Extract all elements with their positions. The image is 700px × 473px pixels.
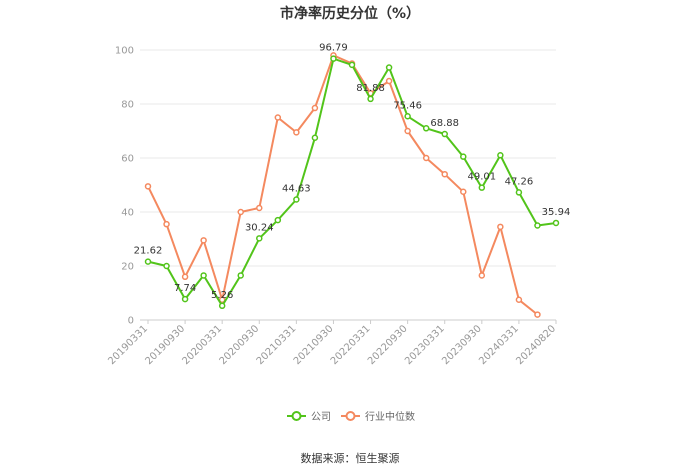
data-point (200, 237, 207, 244)
x-axis: 2019033120190930202003312020093020210331… (106, 320, 558, 367)
y-axis: 0 20 40 60 80 100 (115, 46, 134, 327)
data-point (293, 129, 300, 136)
chart-title: 市净率历史分位（%） (280, 5, 420, 22)
data-point (515, 296, 523, 303)
data-point (404, 113, 411, 120)
data-point (181, 273, 189, 281)
data-point (441, 130, 448, 138)
data-point (163, 220, 170, 228)
data-point (460, 153, 467, 160)
data-point (237, 208, 244, 216)
data-point (144, 183, 152, 190)
data-point (385, 77, 393, 85)
data-label: 96.79 (319, 43, 348, 54)
legend-item-industry[interactable]: 行业中位数 (341, 410, 415, 423)
legend-company-label: 公司 (311, 412, 331, 423)
data-labels: 21.62 7.74 5.26 30.24 44.63 96.79 81.88 75.46 68… (134, 43, 571, 301)
data-point (552, 219, 560, 227)
x-tick-label: 20240820 (514, 323, 558, 367)
data-point (311, 104, 319, 112)
data-point (274, 216, 282, 224)
series-lines (144, 52, 560, 318)
data-label: 81.88 (356, 83, 385, 94)
y-tick-label: 20 (121, 262, 134, 273)
data-point (256, 235, 263, 242)
data-point (478, 272, 486, 279)
data-point (534, 222, 541, 229)
data-point (441, 170, 448, 178)
legend: 公司 行业中位数 (287, 410, 415, 423)
data-source: 数据来源：恒生聚源 (301, 451, 400, 465)
data-label: 35.94 (542, 207, 571, 218)
data-label: 7.74 (174, 283, 196, 294)
y-tick-label: 100 (115, 46, 134, 57)
y-tick-label: 80 (121, 100, 134, 111)
data-label: 49.01 (467, 172, 496, 183)
data-point (256, 204, 263, 212)
data-point (422, 154, 430, 162)
data-point (367, 95, 374, 103)
data-label: 68.88 (430, 118, 459, 129)
data-point (330, 55, 337, 62)
data-point (348, 61, 356, 69)
data-point (460, 188, 467, 195)
data-point (534, 311, 541, 318)
data-point (163, 262, 170, 270)
data-point (237, 272, 244, 279)
legend-industry-label: 行业中位数 (365, 410, 415, 423)
data-point (181, 295, 189, 303)
data-label: 21.62 (134, 246, 163, 257)
data-point (144, 258, 152, 265)
data-point (311, 134, 319, 141)
data-label: 44.63 (282, 183, 311, 194)
data-point (218, 296, 226, 303)
y-tick-label: 60 (121, 154, 134, 165)
data-label: 75.46 (393, 100, 422, 111)
legend-item-company[interactable]: 公司 (287, 411, 331, 423)
series-line-industry (147, 54, 539, 316)
data-point (274, 114, 282, 121)
data-label: 5.26 (211, 290, 233, 301)
data-point (497, 152, 504, 159)
data-point (404, 127, 411, 135)
grid (140, 49, 556, 321)
data-label: 47.26 (505, 176, 534, 187)
data-point (422, 125, 430, 132)
data-point (385, 64, 393, 71)
data-point (497, 223, 504, 231)
legend-industry-marker (345, 411, 356, 421)
y-tick-label: 40 (121, 208, 134, 219)
data-label: 30.24 (245, 222, 274, 233)
data-point (478, 184, 486, 191)
legend-company-marker (291, 411, 302, 421)
data-point (218, 302, 226, 310)
data-point (515, 189, 523, 196)
data-point (293, 196, 300, 203)
y-tick-label: 0 (128, 316, 134, 327)
data-point (200, 272, 207, 279)
